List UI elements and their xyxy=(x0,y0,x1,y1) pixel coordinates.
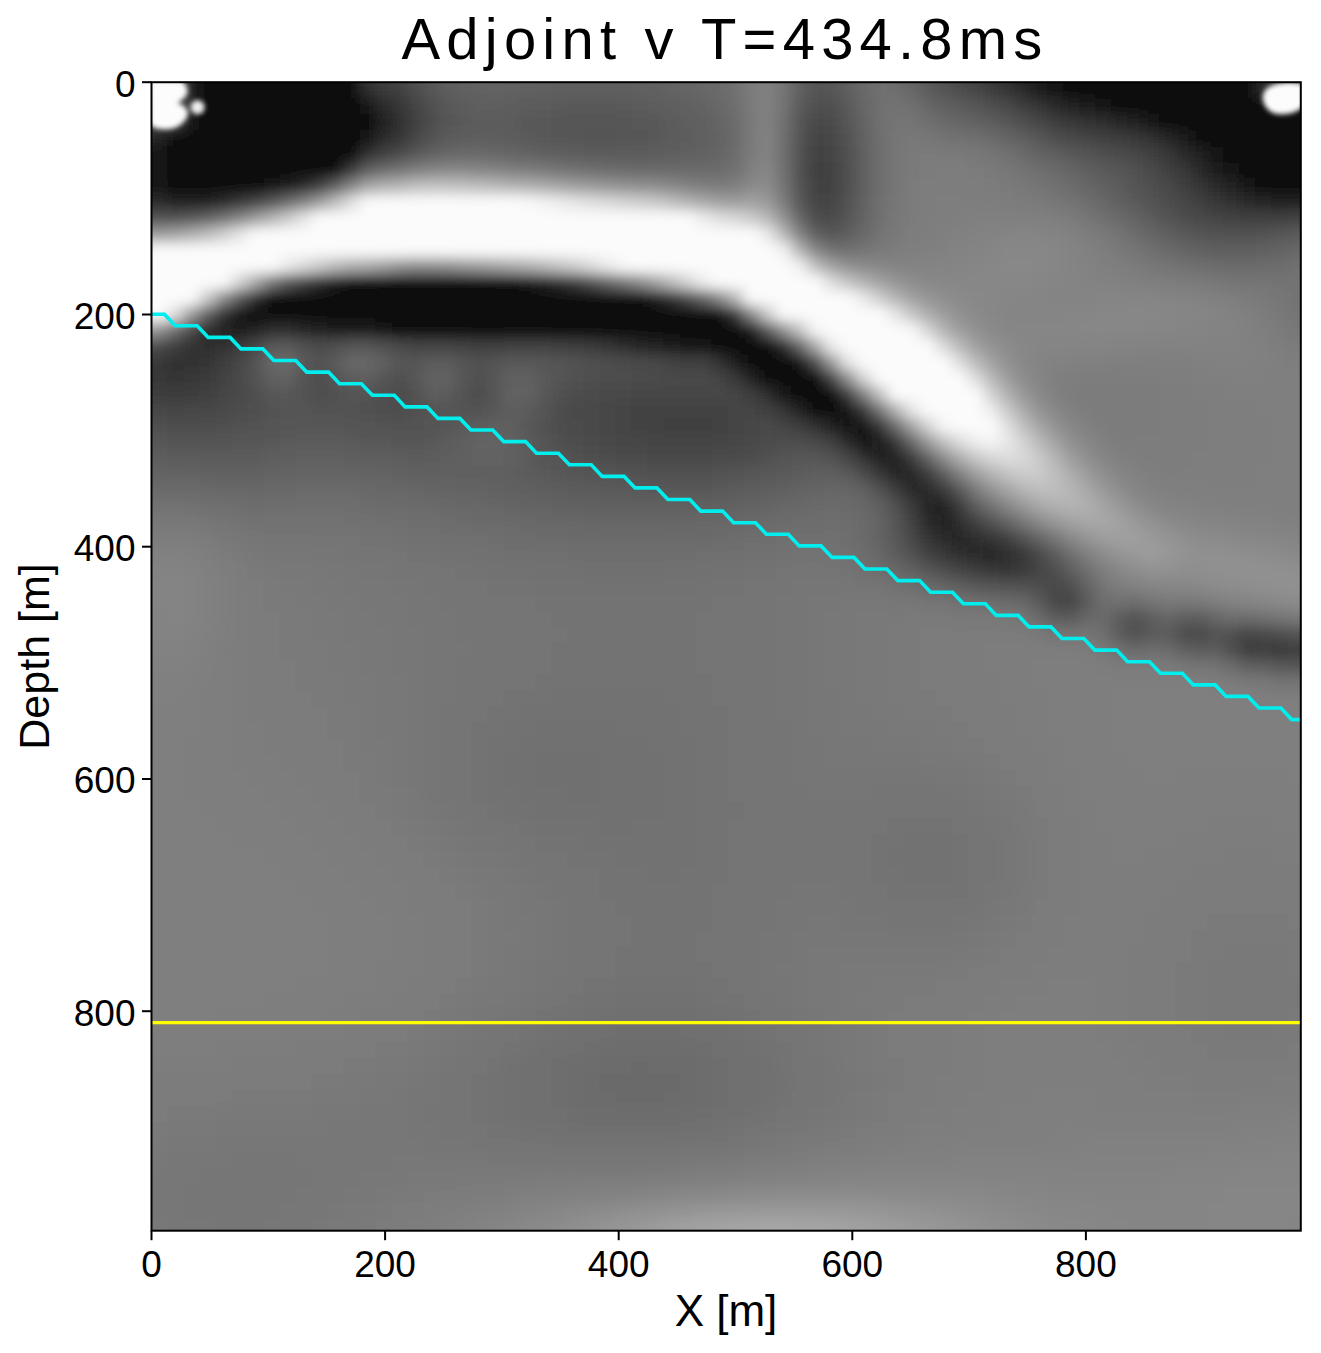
svg-text:800: 800 xyxy=(1055,1244,1117,1285)
svg-text:0: 0 xyxy=(141,1244,162,1285)
svg-text:X [m]: X [m] xyxy=(675,1286,778,1335)
svg-text:200: 200 xyxy=(74,296,136,337)
svg-text:400: 400 xyxy=(588,1244,650,1285)
svg-text:Adjoint v T=434.8ms: Adjoint v T=434.8ms xyxy=(401,6,1048,71)
svg-text:0: 0 xyxy=(115,64,136,105)
svg-text:600: 600 xyxy=(74,760,136,801)
svg-text:800: 800 xyxy=(74,993,136,1034)
svg-text:200: 200 xyxy=(354,1244,416,1285)
svg-text:600: 600 xyxy=(821,1244,883,1285)
svg-text:400: 400 xyxy=(74,528,136,569)
svg-text:Depth [m]: Depth [m] xyxy=(10,563,58,749)
